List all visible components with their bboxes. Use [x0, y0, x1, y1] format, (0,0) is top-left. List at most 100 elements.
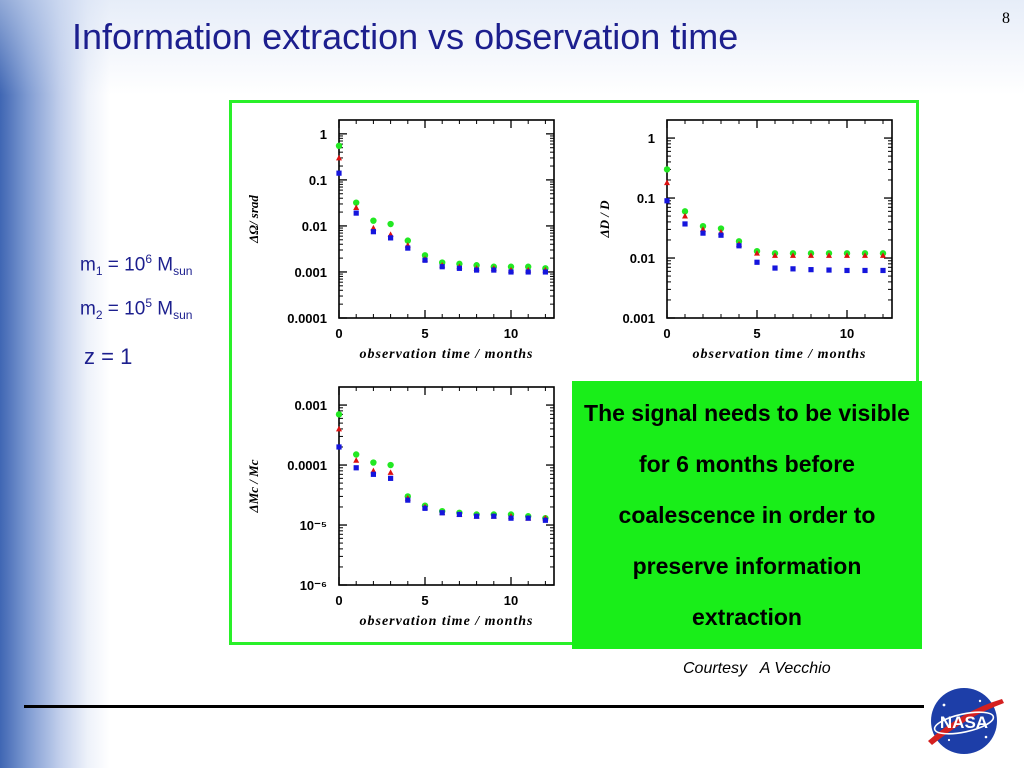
- data-point-green-circle: [387, 220, 394, 228]
- data-point-blue-square: [370, 229, 376, 235]
- data-point-blue-square: [474, 513, 480, 519]
- data-point-blue-square: [664, 198, 670, 204]
- x-axis-label: observation time / months: [360, 347, 534, 362]
- data-point-blue-square: [826, 267, 832, 273]
- data-point-blue-square: [508, 269, 514, 275]
- data-point-green-circle: [699, 222, 707, 230]
- data-point-green-circle: [681, 208, 689, 215]
- data-point-red-triangle: [664, 179, 670, 186]
- data-point-blue-square: [790, 266, 796, 272]
- data-point-red-triangle: [808, 252, 814, 258]
- data-point-green-circle: [507, 263, 515, 270]
- data-point-blue-square: [456, 265, 462, 271]
- y-tick-label: 0.0001: [287, 458, 327, 473]
- data-point-blue-square: [754, 259, 760, 265]
- data-point-green-circle: [353, 451, 360, 458]
- data-point-green-circle: [717, 225, 725, 232]
- data-point-red-triangle: [336, 154, 342, 161]
- data-point-blue-square: [422, 257, 428, 263]
- background-top-fade: [0, 0, 1024, 95]
- data-point-red-triangle: [353, 457, 360, 463]
- y-tick-label: 0.001: [622, 311, 655, 326]
- data-point-blue-square: [336, 444, 342, 450]
- data-point-green-circle: [525, 263, 532, 270]
- x-tick-label: 10: [840, 326, 854, 341]
- data-point-blue-square: [405, 245, 411, 251]
- plot-area: [338, 119, 555, 319]
- data-point-green-circle: [421, 252, 429, 259]
- x-tick-label: 10: [504, 593, 518, 608]
- data-point-blue-square: [808, 267, 814, 273]
- data-point-blue-square: [736, 243, 742, 249]
- slide-title: Information extraction vs observation ti…: [72, 16, 739, 57]
- data-point-blue-square: [508, 515, 514, 521]
- y-tick-label: 0.01: [630, 251, 655, 266]
- param-m1: m1 = 106 Msun: [80, 252, 193, 279]
- y-tick-label: 10⁻⁶: [300, 578, 327, 593]
- y-tick-label: 0.01: [302, 219, 327, 234]
- data-point-red-triangle: [754, 250, 760, 256]
- logo-star: [978, 699, 982, 703]
- callout-text: The signal needs to be visible for 6 mon…: [584, 399, 910, 630]
- data-point-blue-square: [491, 513, 497, 519]
- data-point-blue-square: [474, 267, 480, 273]
- x-tick-label: 10: [504, 326, 518, 341]
- data-point-blue-square: [456, 511, 462, 518]
- x-tick-label: 5: [753, 326, 760, 341]
- data-point-red-triangle: [353, 204, 360, 211]
- courtesy-credit: Courtesy A Vecchio: [683, 660, 831, 677]
- data-point-blue-square: [862, 267, 868, 274]
- x-axis-label: observation time / months: [693, 347, 867, 362]
- data-point-blue-square: [439, 264, 445, 270]
- y-axis-label: ΔΩ/ srad: [246, 195, 261, 244]
- param-m2: m2 = 105 Msun: [80, 296, 193, 323]
- x-tick-label: 0: [335, 593, 342, 608]
- data-point-red-triangle: [336, 425, 342, 432]
- data-point-blue-square: [718, 232, 724, 238]
- logo-star: [947, 738, 951, 742]
- y-tick-label: 0.0001: [287, 311, 327, 326]
- page-number: 8: [1002, 10, 1010, 27]
- data-point-green-circle: [404, 237, 411, 244]
- callout-box: The signal needs to be visible for 6 mon…: [572, 381, 922, 649]
- data-point-red-triangle: [826, 252, 832, 258]
- x-tick-label: 5: [421, 326, 428, 341]
- data-point-red-triangle: [862, 252, 868, 258]
- data-point-blue-square: [491, 267, 497, 273]
- param-redshift: z = 1: [84, 344, 133, 369]
- data-point-blue-square: [542, 517, 548, 523]
- data-point-blue-square: [682, 221, 688, 227]
- data-point-blue-square: [772, 265, 778, 271]
- data-point-green-circle: [370, 217, 377, 224]
- logo-vector-swoosh: [928, 699, 1004, 745]
- plot-area: [338, 386, 555, 586]
- data-point-red-triangle: [790, 252, 796, 258]
- data-point-green-circle: [370, 459, 377, 466]
- logo-star: [942, 703, 946, 707]
- data-point-red-triangle: [844, 252, 850, 258]
- data-point-blue-square: [405, 497, 411, 503]
- y-tick-label: 0.001: [294, 265, 327, 280]
- y-tick-label: 0.1: [637, 191, 655, 206]
- nasa-logo: NASA: [928, 688, 1004, 754]
- data-point-red-triangle: [370, 224, 377, 231]
- data-point-blue-square: [422, 505, 428, 511]
- data-point-blue-square: [336, 170, 342, 176]
- data-point-green-circle: [663, 166, 671, 173]
- data-point-blue-square: [353, 465, 359, 471]
- data-point-blue-square: [388, 475, 394, 481]
- y-tick-label: 0.001: [294, 398, 327, 413]
- data-point-blue-square: [525, 515, 531, 521]
- data-point-red-triangle: [772, 252, 778, 258]
- data-point-blue-square: [370, 471, 376, 477]
- background-gradient: [0, 0, 110, 768]
- data-point-blue-square: [880, 267, 886, 274]
- x-tick-label: 5: [421, 593, 428, 608]
- logo-orbit: [933, 711, 995, 735]
- y-axis-label: ΔMc / Mc: [246, 459, 261, 513]
- data-point-blue-square: [439, 510, 445, 516]
- data-point-blue-square: [525, 269, 531, 275]
- data-point-blue-square: [353, 210, 359, 216]
